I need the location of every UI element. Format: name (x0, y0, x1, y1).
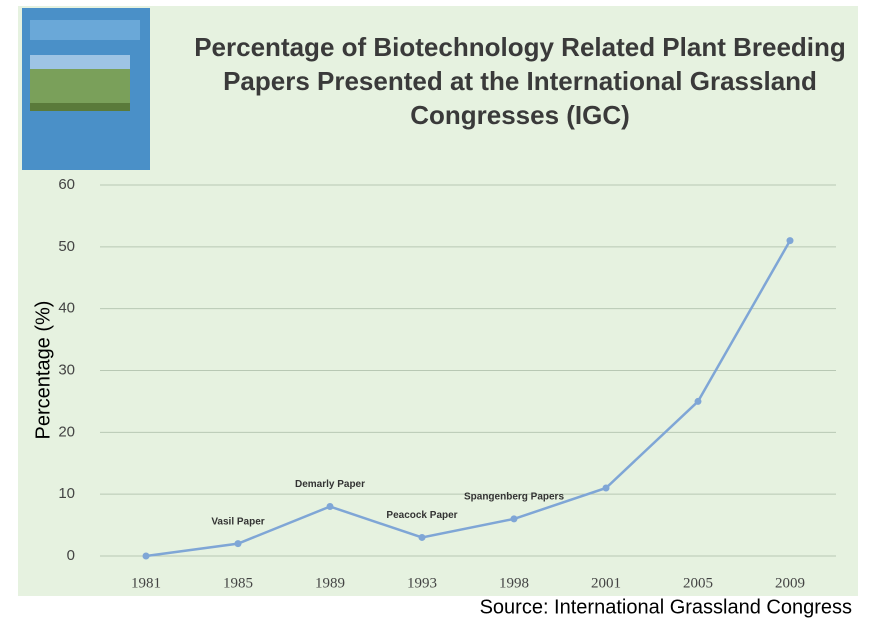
x-tick-label: 1989 (315, 575, 345, 591)
y-tick-label: 10 (58, 485, 75, 502)
x-tick-label: 1993 (407, 575, 437, 591)
x-tick-label: 2005 (683, 575, 713, 591)
chart-title: Percentage of Biotechnology Related Plan… (175, 30, 865, 132)
data-line (146, 241, 790, 556)
x-tick-label: 1998 (499, 575, 529, 591)
cover-thumbnail (22, 8, 150, 170)
annotation: Peacock Paper (386, 510, 457, 521)
annotation: Vasil Paper (211, 516, 264, 527)
data-point (511, 515, 518, 522)
data-point (327, 503, 334, 510)
data-point (419, 534, 426, 541)
x-tick-label: 1981 (131, 575, 161, 591)
y-tick-label: 50 (58, 238, 75, 255)
annotation: Spangenberg Papers (464, 492, 564, 503)
data-point (695, 398, 702, 405)
page: 0 10 20 30 40 50 60 Percentage (%) 1981 1985 1989 1… (0, 0, 877, 626)
data-point (235, 540, 242, 547)
x-tick-label: 2001 (591, 575, 621, 591)
data-point (787, 237, 794, 244)
data-point (603, 484, 610, 491)
y-axis-label: Percentage (%) (32, 301, 54, 440)
y-tick-label: 0 (67, 547, 75, 564)
x-tick-label: 2009 (775, 575, 805, 591)
y-tick-label: 40 (58, 300, 75, 317)
y-tick-label: 30 (58, 361, 75, 378)
source-note: Source: International Grassland Congress (480, 596, 852, 618)
annotation: Demarly Paper (295, 479, 365, 490)
x-tick-label: 1985 (223, 575, 253, 591)
data-point (143, 553, 150, 560)
y-tick-label: 60 (58, 176, 75, 193)
y-tick-label: 20 (58, 423, 75, 440)
